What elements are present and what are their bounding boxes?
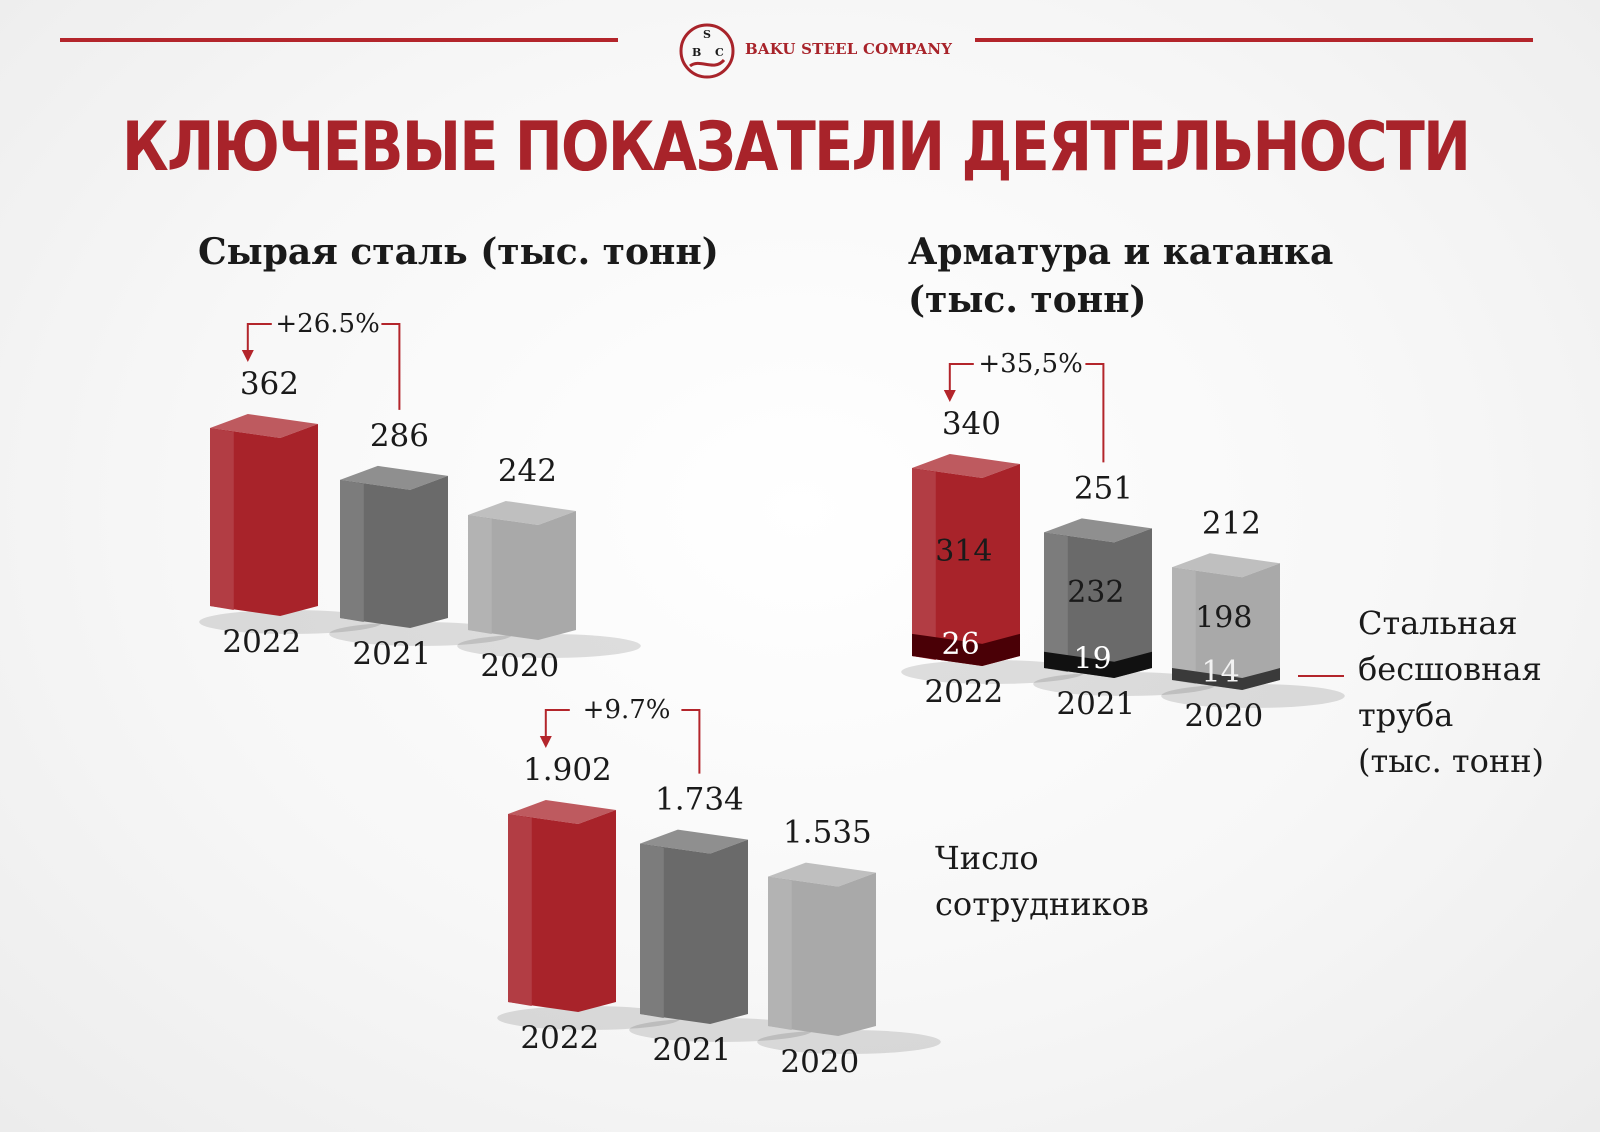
- chart2-change-arrow: [943, 390, 956, 402]
- chart1-2022-value-label: 362: [240, 366, 299, 402]
- chart2-2022-pipe-segment: [912, 633, 1020, 666]
- chart2-2020-bar-top: [1172, 553, 1280, 578]
- logo-letter-c: C: [715, 46, 724, 59]
- chart1-2020-shadow: [457, 634, 641, 658]
- chart1-2021-year-label: 2021: [352, 636, 431, 672]
- chart3-2021-shadow: [629, 1018, 813, 1042]
- chart3-2021-value-label: 1.734: [655, 782, 744, 818]
- chart2-2022-bar: [912, 464, 1020, 666]
- company-logo: B S C: [679, 23, 735, 79]
- chart1-change-arrow: [241, 350, 254, 362]
- chart3-change-bracket-right: [681, 709, 701, 774]
- chart2-2020-bar: [1172, 563, 1280, 690]
- chart1-2020-value-label: 242: [498, 453, 557, 489]
- chart2-2022-bar-facet: [912, 468, 936, 660]
- chart2-2021-year-label: 2021: [1056, 686, 1135, 722]
- chart3-change-arrow: [539, 736, 552, 748]
- chart3-2021-bar-facet: [640, 843, 664, 1018]
- chart1-2022-bar: [210, 424, 318, 616]
- chart2-2020-pipe-value: 14: [1202, 655, 1240, 690]
- page-title: КЛЮЧЕВЫЕ ПОКАЗАТЕЛИ ДЕЯТЕЛЬНОСТИ: [122, 108, 1471, 187]
- chart1-2020-year-label: 2020: [480, 648, 559, 684]
- chart3-2020-shadow: [757, 1030, 941, 1054]
- chart2-change-label: +35,5%: [978, 349, 1082, 379]
- chart3-2021-bar: [640, 839, 748, 1024]
- chart1-2021-bar-facet: [340, 479, 364, 622]
- header-rule-right: [975, 38, 1533, 42]
- chart1-change-bracket-right: [381, 323, 401, 410]
- chart3-2022-value-label: 1.902: [523, 752, 612, 788]
- chart3-2022-shadow: [497, 1006, 681, 1030]
- chart2-2022-bar-top: [912, 454, 1020, 478]
- chart1-2021-bar: [340, 475, 448, 628]
- chart2-2021-rebar-value: 232: [1067, 575, 1124, 610]
- chart3-2021-bar-top: [640, 829, 748, 854]
- chart1-2022-shadow: [199, 610, 383, 634]
- chart3-2020-bar-top: [768, 862, 876, 887]
- employees-label: Число сотрудников: [935, 839, 1149, 923]
- chart3-2021-year-label: 2021: [652, 1032, 731, 1068]
- chart2-2022-rebar-value: 314: [935, 534, 992, 569]
- logo-letter-b: B: [692, 46, 701, 59]
- chart1-2021-bar-top: [340, 465, 448, 490]
- chart1-2022-bar-facet: [210, 428, 234, 610]
- chart3-change-label: +9.7%: [583, 695, 671, 725]
- chart2-change-bracket-right: [1085, 363, 1105, 463]
- chart3-2020-year-label: 2020: [780, 1044, 859, 1080]
- brand-name: BAKU STEEL COMPANY: [745, 40, 953, 58]
- chart2-2020-rebar-value: 198: [1195, 601, 1252, 636]
- chart2-2022-value-label: 340: [942, 406, 1001, 442]
- chart1-2022-year-label: 2022: [222, 624, 301, 660]
- chart3-2022-bar-top: [508, 800, 616, 824]
- chart3-2020-bar: [768, 872, 876, 1036]
- chart1-change-label: +26.5%: [275, 309, 379, 339]
- chart1-2020-bar-facet: [468, 514, 492, 634]
- chart2-2022-shadow: [901, 660, 1085, 684]
- chart2-2022-pipe-value: 26: [942, 627, 980, 662]
- chart1-2020-bar: [468, 510, 576, 640]
- logo-letter-s: S: [703, 28, 711, 41]
- chart1-2021-value-label: 286: [370, 418, 429, 454]
- chart3-2020-value-label: 1.535: [783, 815, 872, 851]
- chart2-change-bracket-left: [948, 363, 974, 392]
- chart2-2021-bar-top: [1044, 518, 1152, 543]
- chart3-2022-bar-facet: [508, 814, 532, 1006]
- chart3-change-bracket-left: [544, 709, 570, 738]
- chart1-change-bracket-left: [246, 323, 272, 352]
- chart2-2021-shadow: [1033, 672, 1217, 696]
- chart2-2021-pipe-value: 19: [1074, 641, 1112, 676]
- chart2-2021-bar-facet: [1044, 532, 1068, 672]
- chart1-2022-bar-top: [210, 414, 318, 438]
- chart1-2021-shadow: [329, 622, 513, 646]
- chart2-2020-year-label: 2020: [1184, 698, 1263, 734]
- seamless-pipe-label: Стальная бесшовная труба (тыс. тонн): [1358, 604, 1545, 780]
- chart2-2020-value-label: 212: [1202, 505, 1261, 541]
- rebar-title-line2: (тыс. тонн): [908, 279, 1147, 321]
- chart3-2020-bar-facet: [768, 876, 792, 1030]
- chart2-2020-bar-facet: [1172, 567, 1196, 684]
- chart2-2021-pipe-segment: [1044, 651, 1152, 678]
- chart2-2021-bar: [1044, 528, 1152, 678]
- chart2-2020-shadow: [1161, 684, 1345, 708]
- chart3-2022-year-label: 2022: [520, 1020, 599, 1056]
- crude-steel-title: Сырая сталь (тыс. тонн): [198, 231, 719, 273]
- chart1-2020-bar-top: [468, 500, 576, 525]
- chart2-2021-value-label: 251: [1074, 470, 1133, 506]
- rebar-title-line1: Арматура и катанка: [908, 231, 1334, 273]
- chart3-2022-bar: [508, 810, 616, 1012]
- chart2-2020-pipe-segment: [1172, 668, 1280, 690]
- header-rule-left: [60, 38, 618, 42]
- chart2-2022-year-label: 2022: [924, 674, 1003, 710]
